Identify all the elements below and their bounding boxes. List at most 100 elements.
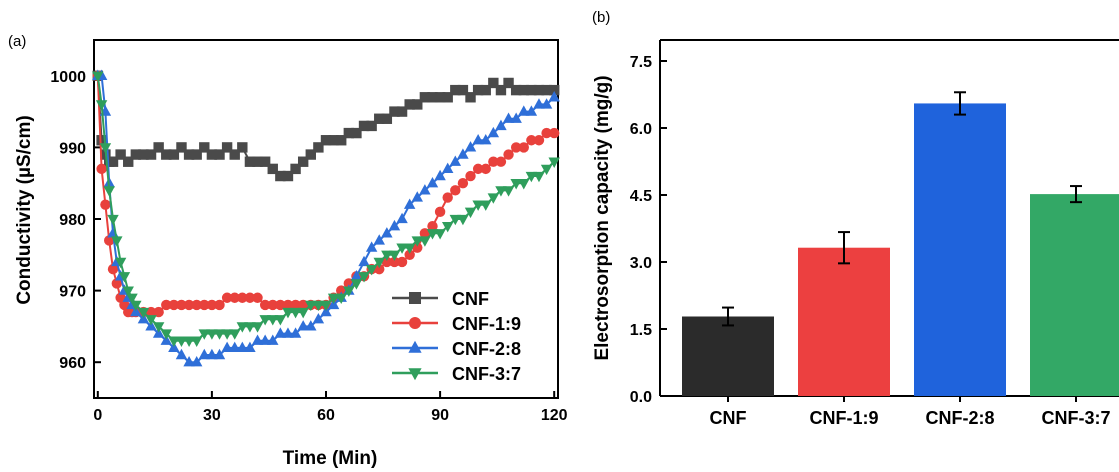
data-point [404, 99, 415, 110]
data-point [457, 148, 469, 159]
data-point [419, 92, 431, 103]
data-point [465, 92, 476, 103]
data-point [229, 341, 241, 353]
line-chart-panel: (a) 0 30 60 90 120 960 970 980 990 1000 CNF CNF-1:… [8, 33, 568, 469]
data-point [114, 257, 127, 269]
data-point [145, 315, 157, 326]
y-tick-label: 1000 [50, 69, 86, 86]
data-point [104, 235, 115, 246]
data-point [465, 170, 476, 182]
data-point [449, 214, 462, 226]
data-point [518, 105, 530, 116]
data-point [145, 149, 157, 160]
data-point [350, 279, 363, 290]
x-tick-label: CNF [710, 408, 747, 428]
legend-marker [408, 340, 422, 353]
x-tick-label: CNF-3:7 [1041, 408, 1110, 428]
data-point [495, 156, 507, 167]
data-point [160, 329, 172, 340]
data-point [503, 77, 514, 89]
data-point [442, 92, 453, 103]
data-point [480, 84, 491, 96]
data-point [396, 256, 408, 268]
data-point [533, 135, 545, 146]
y-axis-label: Conductivity (µS/cm) [14, 115, 35, 304]
data-point [457, 84, 469, 96]
bar-CNF-2:8 [914, 103, 1006, 396]
data-point [457, 178, 469, 189]
data-point [244, 341, 256, 353]
data-point [213, 329, 226, 340]
data-point [251, 334, 264, 345]
data-point [540, 164, 553, 176]
data-point [510, 84, 522, 96]
data-point [191, 149, 202, 160]
data-point [488, 77, 499, 89]
data-point [526, 84, 537, 96]
data-point [488, 156, 499, 167]
data-point [381, 250, 393, 262]
data-point [221, 341, 233, 353]
data-point [335, 293, 347, 304]
data-point [183, 299, 195, 311]
data-point [533, 98, 545, 109]
data-point [434, 92, 446, 103]
data-point [389, 106, 400, 117]
data-point [221, 292, 233, 303]
data-point [510, 179, 522, 190]
legend-label: CNF-2:8 [452, 339, 521, 359]
data-point [123, 156, 134, 167]
data-point [313, 142, 324, 153]
data-point [525, 171, 538, 183]
data-point [213, 348, 226, 360]
data-point [548, 127, 560, 139]
data-point [92, 71, 104, 83]
data-point [95, 100, 108, 111]
data-point [175, 348, 188, 360]
data-point [259, 156, 271, 167]
x-tick-label: CNF-2:8 [925, 408, 994, 428]
data-point [275, 170, 286, 182]
data-point [472, 84, 484, 96]
data-point [96, 163, 107, 175]
y-tick-label: 6.0 [630, 121, 652, 138]
data-point [426, 229, 439, 240]
data-point [336, 285, 347, 296]
data-point [548, 84, 560, 96]
data-point [442, 192, 453, 203]
data-point [206, 299, 218, 311]
data-point [153, 306, 164, 318]
y-tick-label: 990 [59, 140, 86, 157]
data-point [487, 193, 500, 204]
data-point [252, 156, 263, 167]
data-point [305, 149, 316, 160]
data-point [199, 299, 210, 311]
data-point [328, 135, 339, 146]
data-point [183, 336, 195, 347]
data-point [199, 142, 210, 153]
data-point [312, 313, 325, 324]
data-point [312, 300, 325, 312]
bar-chart-panel: (b) 0.0 1.5 3.0 4.5 6.0 7.5 CNF CNF-1:9 CNF-2:8 C… [592, 9, 1119, 428]
legend-marker [408, 368, 422, 381]
data-point [221, 142, 233, 153]
data-point [526, 135, 537, 146]
data-point [236, 322, 249, 333]
data-point [252, 292, 263, 303]
panel-b-label: (b) [592, 9, 610, 26]
data-point [267, 334, 279, 345]
data-point [419, 184, 431, 195]
data-point [183, 355, 195, 367]
data-point [365, 264, 378, 276]
data-point [541, 84, 552, 96]
data-point [374, 263, 385, 275]
data-point [358, 272, 370, 283]
series-CNF-2:8 [92, 69, 560, 367]
data-point [533, 171, 545, 183]
data-point [358, 255, 370, 267]
data-point [427, 220, 438, 232]
data-point [510, 112, 522, 123]
bar-CNF-3:7 [1030, 194, 1119, 396]
data-point [381, 113, 393, 124]
data-point [221, 329, 233, 340]
